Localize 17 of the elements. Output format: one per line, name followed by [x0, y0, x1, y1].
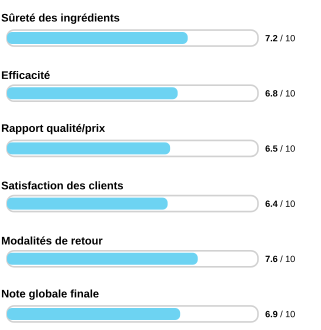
data-label: 6.8 / 10: [266, 90, 295, 97]
data-label: 6.9 / 10: [266, 310, 295, 318]
data-label: 6.4 / 10: [266, 200, 295, 207]
bar: [7, 198, 168, 210]
data-label: 7.2 / 10: [266, 34, 295, 42]
data-label: 7.6 / 10: [266, 255, 295, 262]
y-tick-label: Modalités de retour: [2, 236, 102, 245]
y-tick-label: Efficacité: [2, 70, 50, 80]
bar: [7, 87, 178, 100]
bar: [7, 32, 188, 44]
y-tick-label: Sûreté des ingrédients: [2, 13, 120, 24]
y-tick-label: Note globale finale: [2, 289, 99, 300]
data-label: 6.5 / 10: [266, 145, 295, 152]
y-tick-label: Rapport qualité/prix: [2, 124, 106, 134]
bar: [7, 142, 170, 154]
bar: [7, 252, 198, 265]
y-tick-label: Satisfaction des clients: [2, 181, 123, 190]
